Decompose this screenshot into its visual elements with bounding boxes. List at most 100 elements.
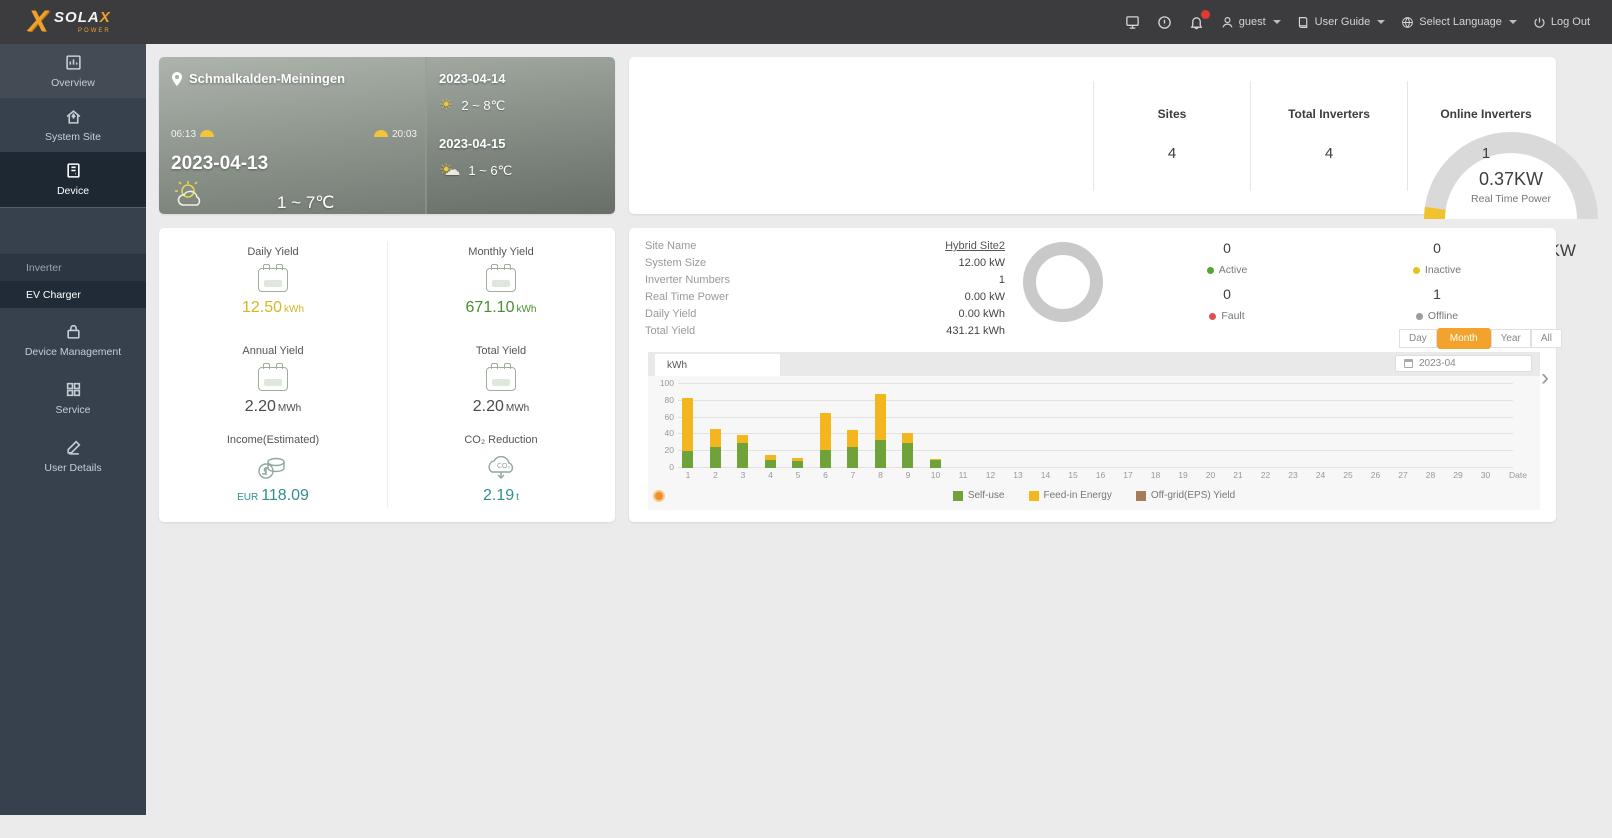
sidebar-item-user-details[interactable]: User Details xyxy=(0,428,146,484)
y-tick-label: 100 xyxy=(659,378,674,388)
submenu-item-ev-charger[interactable]: EV Charger xyxy=(0,281,146,308)
user-guide-menu[interactable]: User Guide xyxy=(1297,16,1386,29)
status-value: 0 xyxy=(1433,240,1441,256)
range-day-button[interactable]: Day xyxy=(1399,329,1437,348)
sidebar-item-system-site[interactable]: System Site xyxy=(0,98,146,152)
monthly-yield-cell: Monthly Yield 671.10 kWh xyxy=(387,236,615,334)
submenu-item-inverter[interactable]: Inverter xyxy=(0,254,146,281)
bar-day-4[interactable] xyxy=(764,455,776,468)
brand-logo[interactable]: X SOLAX POWER xyxy=(28,5,111,39)
log-out-button[interactable]: Log Out xyxy=(1533,16,1590,29)
sidebar-item-label: User Details xyxy=(44,461,102,474)
date-picker[interactable]: 2023-04 xyxy=(1395,355,1532,372)
x-tick-label: 27 xyxy=(1398,470,1408,480)
monthly-yield-value: 671.10 kWh xyxy=(465,299,537,316)
stat-label: Total Inverters xyxy=(1288,107,1370,121)
row-label: Real Time Power xyxy=(645,291,729,303)
brand-text: SOLAX POWER xyxy=(54,10,111,34)
x-tick-label: 8 xyxy=(878,470,883,480)
co2-cloud-icon: CO₂ xyxy=(387,453,615,483)
range-all-button[interactable]: All xyxy=(1530,329,1562,348)
weather-today-date: 2023-04-13 xyxy=(171,153,269,174)
bar-segment xyxy=(902,442,913,468)
status-value: 0 xyxy=(1223,286,1231,302)
forecast-temp: 1 ~ 6℃ xyxy=(468,163,513,178)
bar-day-3[interactable] xyxy=(737,435,748,468)
download-icon[interactable] xyxy=(1125,14,1141,30)
sidebar-item-device[interactable]: Device xyxy=(0,152,146,208)
language-menu[interactable]: Select Language xyxy=(1401,16,1517,29)
site-name-row: Site Name Hybrid Site2 xyxy=(645,240,1005,257)
legend-feed-in[interactable]: Feed-in Energy xyxy=(1028,490,1112,501)
x-tick-label: 2 xyxy=(713,470,718,480)
site-name-link[interactable]: Hybrid Site2 xyxy=(945,240,1005,252)
user-menu[interactable]: guest xyxy=(1221,16,1281,29)
power-summary-card: 0.37KW Real Time Power Total Size28.00KW… xyxy=(629,57,1598,260)
x-tick-label: 5 xyxy=(795,470,801,480)
bar-day-1[interactable] xyxy=(682,398,693,468)
bar-day-10[interactable] xyxy=(929,458,941,468)
weather-forecast-panel: 2023-04-14 ☀ 2 ~ 8℃ 2023-04-15 ☀☁ 1 ~ 6℃ xyxy=(427,57,615,214)
coins-icon xyxy=(159,453,387,483)
sidebar-item-label: Service xyxy=(55,403,91,416)
row-label: Site Name xyxy=(645,240,697,252)
status-offline: 1 Offline xyxy=(1377,286,1497,322)
sidebar-item-device-management[interactable]: Device Management xyxy=(0,312,146,368)
bar-segment xyxy=(764,459,776,468)
real-time-power-value: 0.37KW xyxy=(1478,169,1544,189)
brand-x-icon: X xyxy=(28,5,48,38)
bell-icon[interactable] xyxy=(1189,10,1210,30)
gridline xyxy=(678,433,1513,435)
next-site-arrow[interactable]: › xyxy=(1541,364,1549,391)
sidebar-item-overview[interactable]: Overview xyxy=(0,44,146,98)
inverter-numbers-row: Inverter Numbers 1 xyxy=(645,274,1005,291)
overview-icon xyxy=(65,54,81,70)
sun-cloud-icon: ☀☁ xyxy=(439,162,461,179)
status-value: 0 xyxy=(1223,240,1231,256)
notification-badge xyxy=(1200,10,1210,19)
gridline xyxy=(678,399,1513,401)
bar-segment xyxy=(682,451,693,468)
x-axis-title: Date xyxy=(1509,470,1527,480)
status-label-row: Inactive xyxy=(1377,264,1497,276)
x-tick-label: 21 xyxy=(1233,470,1243,480)
sidebar-item-label: System Site xyxy=(44,130,102,143)
bar-day-6[interactable] xyxy=(819,413,831,468)
bar-day-9[interactable] xyxy=(902,432,913,468)
bar-day-7[interactable] xyxy=(847,430,858,468)
chart-plot: 0 20 40 60 80 100 xyxy=(660,378,1513,472)
x-tick-label: 13 xyxy=(1013,470,1023,480)
x-tick-label: 17 xyxy=(1123,470,1133,480)
legend-self-use[interactable]: Self-use xyxy=(952,490,1005,501)
status-label: Active xyxy=(1218,264,1248,276)
real-time-power-row: Real Time Power 0.00 kW xyxy=(645,291,1005,308)
chart-header: kWh 2023-04 xyxy=(648,352,1540,376)
x-tick-label: 15 xyxy=(1068,470,1078,480)
weather-location: Schmalkalden-Meiningen xyxy=(171,71,345,86)
bar-segment xyxy=(819,449,831,468)
chart-tab-kwh[interactable]: kWh xyxy=(655,354,780,376)
chart-indicator-icon[interactable] xyxy=(653,490,665,502)
row-label: Total Yield xyxy=(645,325,696,337)
total-yield-value: 2.20 MWh xyxy=(472,398,530,415)
status-dot xyxy=(1415,312,1423,320)
legend-off-grid[interactable]: Off-grid(EPS) Yield xyxy=(1135,490,1235,501)
bar-day-8[interactable] xyxy=(874,394,886,468)
sidebar-item-service[interactable]: Service xyxy=(0,370,146,426)
chevron-down-icon xyxy=(1272,20,1281,24)
x-tick-label: 1 xyxy=(685,470,691,480)
status-dot xyxy=(1209,312,1217,320)
bar-day-2[interactable] xyxy=(709,428,721,468)
range-month-button[interactable]: Month xyxy=(1436,328,1491,349)
range-year-button[interactable]: Year xyxy=(1490,329,1531,348)
brand-name: SOLAX xyxy=(54,9,111,26)
submenu-label: EV Charger xyxy=(26,288,81,301)
device-icon xyxy=(66,163,80,178)
total-yield-row: Total Yield 431.21 kWh xyxy=(645,325,1005,342)
alarm-icon[interactable] xyxy=(1157,14,1173,30)
calendar-total-icon xyxy=(387,363,615,394)
bar-day-5[interactable] xyxy=(792,457,803,468)
legend-swatch xyxy=(1028,490,1039,501)
income-value: EUR 118.09 xyxy=(237,487,309,504)
lock-icon xyxy=(66,324,80,339)
